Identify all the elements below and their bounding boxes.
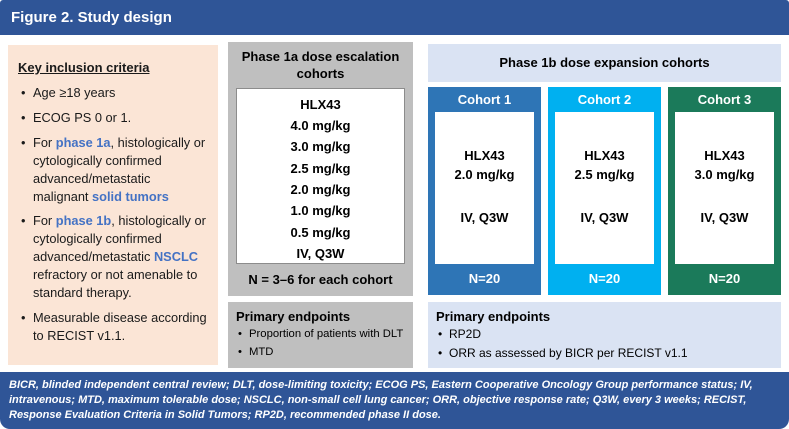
cohort-2-schedule: IV, Q3W bbox=[580, 210, 629, 225]
cohort-1-schedule: IV, Q3W bbox=[460, 210, 509, 225]
phase1a-cohort-note: N = 3–6 for each cohort bbox=[248, 271, 393, 287]
dose-line: 4.0 mg/kg bbox=[290, 118, 351, 134]
cohort-3-header: Cohort 3 bbox=[697, 92, 752, 107]
inclusion-item: Measurable disease according to RECIST v… bbox=[18, 309, 209, 345]
phase1a-panel: Phase 1a dose escalation cohorts HLX43 4.… bbox=[228, 42, 413, 296]
cohort-2-body: HLX43 2.5 mg/kg IV, Q3W bbox=[555, 112, 654, 264]
cohort-3-body: HLX43 3.0 mg/kg IV, Q3W bbox=[675, 112, 774, 264]
dose-line: 2.5 mg/kg bbox=[290, 160, 351, 176]
cohort-1-header: Cohort 1 bbox=[457, 92, 512, 107]
inclusion-item: ECOG PS 0 or 1. bbox=[18, 109, 209, 127]
cohort-1-n: N=20 bbox=[468, 271, 501, 286]
cohort-3-n: N=20 bbox=[708, 271, 741, 286]
phase1a-endpoints-box: Primary endpoints Proportion of patients… bbox=[228, 302, 413, 368]
cohort-2-card: Cohort 2 HLX43 2.5 mg/kg IV, Q3W N=20 bbox=[548, 87, 661, 295]
cohort-3-dose: 3.0 mg/kg bbox=[694, 167, 755, 182]
cohort-2-header: Cohort 2 bbox=[577, 92, 632, 107]
cohort-1-body: HLX43 2.0 mg/kg IV, Q3W bbox=[435, 112, 534, 264]
inclusion-heading: Key inclusion criteria bbox=[18, 60, 150, 75]
phase1b-endpoints-list: RP2D ORR as assessed by BICR per RECIST v… bbox=[436, 327, 773, 361]
cohort-1-card: Cohort 1 HLX43 2.0 mg/kg IV, Q3W N=20 bbox=[428, 87, 541, 295]
endpoint-item: ORR as assessed by BICR per RECIST v1.1 bbox=[436, 346, 773, 361]
cohort-3-drug: HLX43 bbox=[704, 148, 745, 163]
endpoint-item: MTD bbox=[236, 345, 405, 359]
cohort-1-drug: HLX43 bbox=[464, 148, 505, 163]
inclusion-item: For phase 1b, histologically or cytologi… bbox=[18, 212, 209, 302]
phase1b-header: Phase 1b dose expansion cohorts bbox=[428, 44, 781, 82]
inclusion-item: For phase 1a, histologically or cytologi… bbox=[18, 134, 209, 206]
endpoint-item: RP2D bbox=[436, 327, 773, 342]
inclusion-item: Age ≥18 years bbox=[18, 84, 209, 102]
cohort-3-card: Cohort 3 HLX43 3.0 mg/kg IV, Q3W N=20 bbox=[668, 87, 781, 295]
dose-line: IV, Q3W bbox=[296, 245, 345, 261]
figure-title: Figure 2. Study design bbox=[0, 0, 789, 35]
cohort-1-dose: 2.0 mg/kg bbox=[454, 167, 515, 182]
cohort-3-schedule: IV, Q3W bbox=[700, 210, 749, 225]
dose-line: 1.0 mg/kg bbox=[290, 203, 351, 219]
cohort-2-n: N=20 bbox=[588, 271, 621, 286]
dose-list: HLX43 4.0 mg/kg 3.0 mg/kg 2.5 mg/kg 2.0 mg/k… bbox=[236, 87, 405, 264]
dose-line: HLX43 bbox=[300, 96, 341, 112]
dose-line: 3.0 mg/kg bbox=[290, 139, 351, 155]
phase1a-endpoints-heading: Primary endpoints bbox=[236, 309, 351, 324]
cohort-2-dose: 2.5 mg/kg bbox=[574, 167, 635, 182]
dose-line: 2.0 mg/kg bbox=[290, 181, 351, 197]
phase1b-endpoints-heading: Primary endpoints bbox=[436, 309, 551, 324]
cohort-2-drug: HLX43 bbox=[584, 148, 625, 163]
phase1b-endpoints-box: Primary endpoints RP2D ORR as assessed by… bbox=[428, 302, 781, 368]
phase1a-endpoints-list: Proportion of patients with DLT MTD bbox=[236, 327, 405, 359]
abbreviations-footnote: BICR, blinded independent central review… bbox=[0, 372, 789, 429]
inclusion-list: Age ≥18 years ECOG PS 0 or 1. For phase 1a… bbox=[18, 84, 209, 345]
phase1a-header: Phase 1a dose escalation cohorts bbox=[241, 49, 400, 81]
dose-line: 0.5 mg/kg bbox=[290, 224, 351, 240]
endpoint-item: Proportion of patients with DLT bbox=[236, 327, 405, 341]
key-inclusion-criteria-panel: Key inclusion criteria Age ≥18 years ECOG… bbox=[8, 45, 218, 365]
